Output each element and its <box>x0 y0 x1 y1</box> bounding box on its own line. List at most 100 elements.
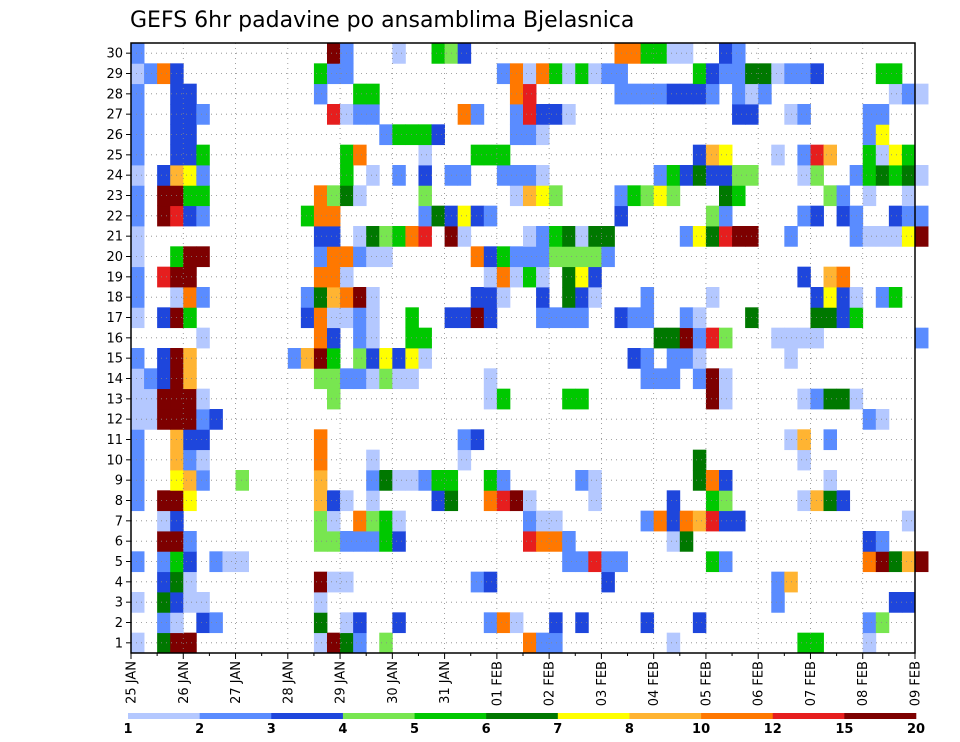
x-tick-label: 29 JAN <box>334 661 349 704</box>
heatmap-cell <box>549 104 563 125</box>
heatmap-cell <box>549 226 563 247</box>
heatmap-cell <box>144 63 158 85</box>
heatmap-cell <box>810 388 824 410</box>
colorbar: 1 2 3 4 5 6 7 8 10 12 15 20 <box>123 713 925 737</box>
heatmap-cell <box>692 327 707 349</box>
heatmap-cell <box>366 531 380 552</box>
heatmap-cell <box>588 470 602 491</box>
heatmap-cell <box>183 571 197 593</box>
heatmap-cell <box>196 246 210 268</box>
heatmap-cell <box>483 612 498 634</box>
heatmap-cell <box>183 632 197 654</box>
heatmap-cell <box>496 287 511 308</box>
heatmap-cell <box>719 226 733 247</box>
heatmap-cell <box>601 246 615 268</box>
heatmap-cell <box>183 409 197 430</box>
heatmap-cell <box>823 144 837 166</box>
heatmap-cell <box>235 470 249 491</box>
heatmap-cell <box>431 124 445 146</box>
heatmap-cell <box>523 632 537 654</box>
heatmap-cell <box>183 429 197 451</box>
heatmap-cell <box>300 287 315 308</box>
y-tick-label: 20 <box>106 250 123 265</box>
heatmap-cell <box>797 632 811 654</box>
heatmap-cell <box>392 165 406 186</box>
heatmap-cell <box>536 185 550 207</box>
heatmap-cell <box>366 327 380 349</box>
heatmap-cell <box>901 165 916 186</box>
heatmap-cell <box>536 104 550 125</box>
heatmap-cell <box>797 327 811 349</box>
heatmap-cell <box>875 409 890 430</box>
heatmap-cell <box>719 510 733 532</box>
heatmap-cell <box>523 63 537 85</box>
heatmap-cell <box>575 246 589 268</box>
heatmap-cell <box>823 185 837 207</box>
heatmap-cell <box>823 388 837 410</box>
heatmap-cell <box>196 470 210 491</box>
heatmap-cell <box>157 592 171 613</box>
heatmap-cell <box>196 144 210 166</box>
heatmap-cell <box>392 368 406 390</box>
heatmap-cell <box>366 246 380 268</box>
heatmap-cell <box>470 307 485 329</box>
heatmap-cell <box>183 368 197 390</box>
heatmap-cell <box>366 165 380 186</box>
heatmap-cell <box>196 205 210 227</box>
heatmap-cell <box>418 348 432 369</box>
heatmap-cell <box>131 307 145 329</box>
heatmap-cell <box>562 246 576 268</box>
heatmap-cell <box>496 266 511 288</box>
heatmap-cell <box>875 144 890 166</box>
heatmap-cell <box>470 287 485 308</box>
heatmap-cell <box>327 185 341 207</box>
colorbar-label: 4 <box>338 722 347 737</box>
heatmap-cell <box>523 104 537 125</box>
heatmap-cell <box>353 632 367 654</box>
heatmap-cell <box>483 246 498 268</box>
heatmap-cell <box>353 348 367 369</box>
heatmap-cell <box>627 348 641 369</box>
heatmap-cell <box>131 165 145 186</box>
heatmap-cell <box>327 510 341 532</box>
y-tick-label: 9 <box>115 474 123 489</box>
heatmap-cell <box>327 43 341 64</box>
y-tick-label: 28 <box>106 87 123 102</box>
heatmap-cell <box>536 63 550 85</box>
heatmap-cell <box>457 429 472 451</box>
heatmap-cell <box>705 63 720 85</box>
heatmap-cell <box>875 551 890 573</box>
heatmap-cell <box>353 327 367 349</box>
y-tick-label: 25 <box>106 148 123 163</box>
heatmap-cell <box>705 388 720 410</box>
heatmap-cell <box>862 409 877 430</box>
heatmap-cell <box>313 205 328 227</box>
heatmap-cell <box>131 205 145 227</box>
heatmap-cell <box>562 287 576 308</box>
heatmap-cell <box>666 632 681 654</box>
heatmap-cell <box>157 612 171 634</box>
heatmap-cell <box>327 388 341 410</box>
heatmap-cell <box>719 470 733 491</box>
heatmap-cell <box>313 510 328 532</box>
heatmap-cell <box>810 165 824 186</box>
heatmap-cell <box>483 470 498 491</box>
heatmap-cell <box>666 490 681 512</box>
heatmap-cell <box>536 246 550 268</box>
heatmap-cell <box>418 124 432 146</box>
heatmap-cell <box>496 63 511 85</box>
heatmap-cell <box>483 266 498 288</box>
heatmap-cell <box>562 531 576 552</box>
heatmap-cell <box>732 510 746 532</box>
heatmap-cell <box>457 104 472 125</box>
heatmap-cells <box>131 43 929 654</box>
heatmap-cell <box>719 185 733 207</box>
heatmap-cell <box>627 43 641 64</box>
heatmap-cell <box>405 307 419 329</box>
heatmap-cell <box>353 531 367 552</box>
heatmap-cell <box>131 490 145 512</box>
heatmap-cell <box>719 63 733 85</box>
heatmap-cell <box>810 287 824 308</box>
heatmap-cell <box>705 205 720 227</box>
heatmap-cell <box>823 307 837 329</box>
